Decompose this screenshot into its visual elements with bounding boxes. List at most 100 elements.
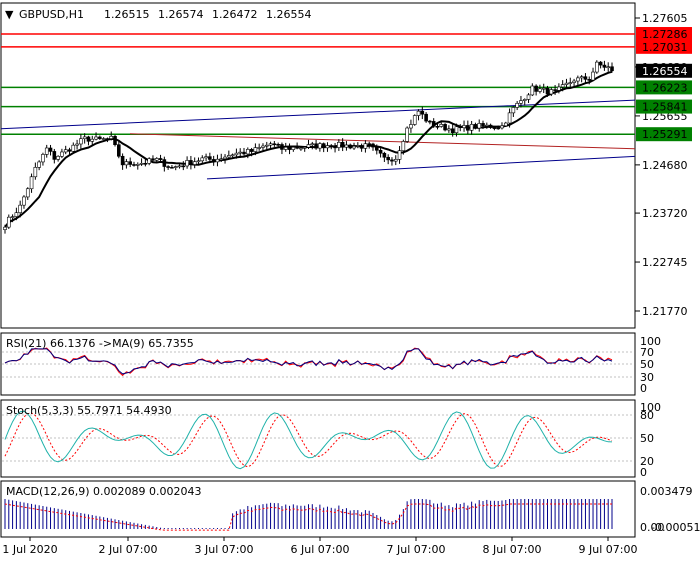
candle-body — [576, 77, 580, 82]
candle-body — [447, 128, 451, 131]
candle-body — [227, 155, 231, 158]
candle-body — [200, 157, 205, 162]
candle-body — [340, 142, 345, 148]
candle-body — [291, 146, 296, 150]
candle-body — [530, 85, 535, 96]
stoch-label: Stoch(5,3,3) 55.7971 54.4930 — [6, 404, 172, 417]
candle-body — [549, 89, 554, 95]
candle-body — [602, 64, 607, 68]
candle-body — [94, 136, 98, 140]
stoch-tick-label: 80 — [640, 409, 654, 422]
candle-body — [511, 107, 516, 114]
candle-body — [71, 144, 76, 152]
candle-body — [135, 163, 140, 166]
candle-body — [568, 82, 573, 84]
stoch-signal-line — [4, 412, 613, 468]
main-panel — [0, 2, 636, 329]
candle-body — [56, 155, 60, 160]
ohlc-high: 1.26574 — [158, 8, 204, 21]
macd-tick-label: -0.000517 — [651, 521, 700, 534]
candle-body — [443, 124, 447, 131]
candle-body — [462, 125, 466, 129]
candle-body — [526, 94, 531, 100]
candle-body — [41, 154, 45, 163]
stoch-tick-label: 100 — [640, 401, 661, 414]
candle-body — [390, 159, 394, 162]
price-tick-label: 1.21770 — [642, 305, 688, 318]
candle-body — [431, 121, 436, 127]
candle-body — [557, 86, 561, 91]
candle-body — [257, 147, 261, 149]
candle-body — [132, 164, 136, 166]
price-tick-label: 1.27605 — [642, 12, 688, 25]
candle-body — [268, 143, 273, 146]
candle-body — [29, 176, 34, 190]
stoch-tick-label: 0 — [640, 466, 647, 479]
candle-body — [310, 143, 315, 146]
price-badge-label: 1.27286 — [642, 28, 688, 41]
candle-body — [473, 124, 478, 129]
stoch-tick-label: 50 — [640, 432, 654, 445]
candle-body — [196, 160, 201, 163]
candle-body — [466, 125, 470, 131]
candle-body — [109, 135, 114, 139]
candle-body — [386, 156, 390, 161]
time-tick-label: 8 Jul 07:00 — [483, 543, 542, 556]
candle-body — [560, 84, 565, 88]
candle-body — [595, 61, 599, 73]
candle-body — [143, 162, 148, 165]
candle-body — [101, 138, 106, 140]
candle-body — [242, 151, 246, 155]
candle-body — [363, 143, 368, 149]
candle-body — [401, 141, 406, 151]
candle-body — [253, 147, 258, 152]
candle-body — [503, 122, 508, 127]
rsi-line — [4, 348, 613, 375]
candle-body — [488, 124, 493, 128]
candle-body — [82, 136, 87, 140]
candle-body — [500, 125, 504, 129]
candle-body — [299, 147, 303, 150]
candle-body — [329, 145, 334, 148]
candle-body — [572, 80, 576, 83]
candle-body — [378, 149, 383, 154]
candle-body — [579, 76, 584, 79]
candle-body — [587, 79, 592, 81]
candle-body — [208, 156, 212, 160]
candle-body — [48, 147, 53, 152]
candle-body — [481, 123, 485, 127]
axes: 1.276051.266301.256551.246801.237201.227… — [2, 12, 700, 556]
rsi-tick-label: 50 — [640, 358, 654, 371]
candle-body — [170, 166, 174, 169]
candle-body — [86, 136, 91, 142]
candle-body — [173, 166, 178, 168]
price-badge — [636, 39, 692, 54]
candle-body — [416, 110, 421, 116]
candle-body — [10, 216, 15, 218]
candle-body — [120, 155, 125, 166]
candle-body — [52, 151, 57, 160]
symbol-label: GBPUSD,H1 — [19, 8, 84, 21]
candle-body — [564, 82, 569, 85]
dropdown-triangle-icon[interactable]: ▼ — [5, 8, 14, 21]
candle-body — [477, 123, 482, 129]
candle-body — [359, 145, 364, 149]
time-tick-label: 1 Jul 2020 — [2, 543, 57, 556]
candle-body — [113, 135, 117, 145]
candle-body — [356, 145, 360, 147]
candle-body — [280, 144, 284, 150]
candle-body — [37, 161, 41, 168]
candle-body — [492, 127, 497, 129]
price-tick-label: 1.23720 — [642, 207, 688, 220]
stoch-main-line — [4, 410, 613, 470]
macd-plot — [4, 499, 613, 531]
candle-body — [469, 124, 474, 131]
price-badge-label: 1.26554 — [642, 65, 688, 78]
candle-body — [302, 147, 307, 149]
candle-body — [211, 159, 216, 163]
candle-body — [583, 76, 588, 80]
candle-body — [139, 162, 144, 165]
candle-body — [117, 144, 121, 157]
